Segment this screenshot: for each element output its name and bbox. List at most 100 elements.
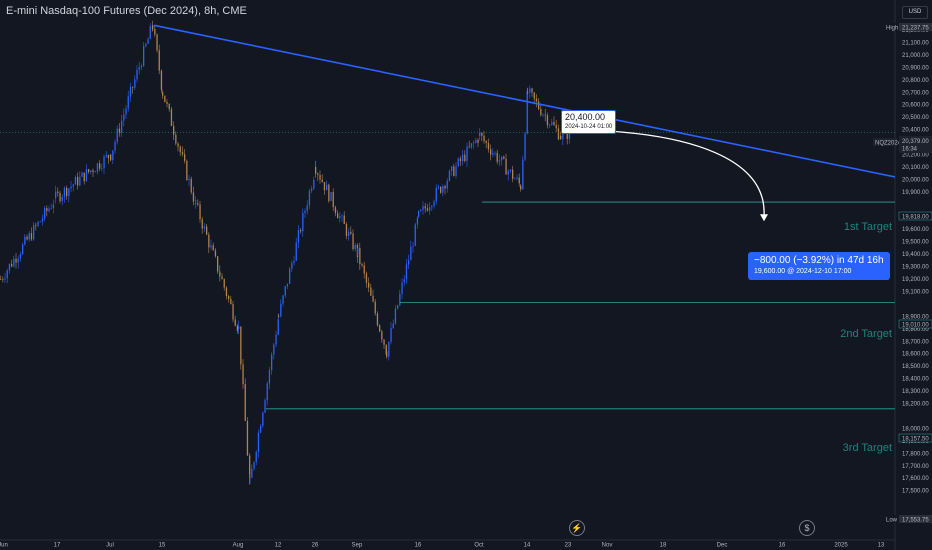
candle-body-245 <box>522 159 524 190</box>
candle-body-252 <box>535 98 538 102</box>
high-label: High <box>886 26 898 32</box>
level-tag-3 <box>898 433 932 443</box>
price-tick-26: 18,400.00 <box>902 377 929 383</box>
low-value: 17,553.75 <box>902 518 929 524</box>
candle-body-207 <box>440 186 442 193</box>
candle-body-210 <box>446 180 448 189</box>
time-tick-10: 14 <box>524 543 531 549</box>
candle-body-205 <box>435 187 437 202</box>
candle-body-39 <box>85 169 88 182</box>
currency-button[interactable]: USD <box>902 6 928 19</box>
time-tick-11: 23 <box>565 543 572 549</box>
candle-body-236 <box>503 156 505 159</box>
candle-body-107 <box>230 298 232 305</box>
candle-body-88 <box>190 178 192 193</box>
candle-body-31 <box>68 188 70 197</box>
candle-body-230 <box>490 149 492 155</box>
candle-body-15 <box>33 225 35 240</box>
high-value-tag <box>899 23 932 31</box>
bar-countdown: 16:34 <box>902 147 918 153</box>
projection-arrowhead <box>760 214 768 222</box>
price-tick-5: 20,700.00 <box>902 90 929 96</box>
candle-body-249 <box>529 88 531 93</box>
candle-body-73 <box>158 50 160 71</box>
candle-body-158 <box>337 213 339 219</box>
dividend-icon[interactable]: $ <box>799 520 815 536</box>
symbol-label: NQZ2024 <box>875 141 902 147</box>
candle-body-58 <box>127 96 129 109</box>
candle-body-174 <box>370 287 372 296</box>
lightning-icon[interactable]: ⚡ <box>569 520 585 536</box>
candle-body-82 <box>177 143 179 147</box>
candle-body-92 <box>197 203 199 205</box>
descending-trendline[interactable] <box>153 24 896 178</box>
candle-body-152 <box>323 182 326 191</box>
price-marker-box[interactable]: 20,400.00 2024-10-24 01:00 <box>561 110 617 134</box>
high-tag-bg <box>884 23 897 31</box>
candle-body-24 <box>52 204 55 209</box>
candle-body-116 <box>249 455 251 483</box>
candle-body-141 <box>300 230 302 232</box>
candle-body-242 <box>516 177 518 179</box>
candle-body-157 <box>334 207 337 214</box>
candle-body-40 <box>88 169 90 173</box>
candle-body-17 <box>37 221 39 226</box>
projection-curve[interactable] <box>572 128 765 218</box>
candle-body-183 <box>388 341 390 357</box>
candle-body-119 <box>253 462 255 469</box>
candle-body-117 <box>249 477 251 484</box>
candle-body-19 <box>41 218 44 222</box>
candle-body-223 <box>475 139 477 143</box>
candle-body-91 <box>195 203 197 205</box>
candle-body-47 <box>103 156 105 169</box>
candle-body-16 <box>35 225 37 226</box>
candle-body-204 <box>433 201 435 207</box>
price-tick-16: 19,500.00 <box>902 240 929 246</box>
candle-body-155 <box>330 192 332 201</box>
candle-body-166 <box>354 245 356 250</box>
candle-body-203 <box>431 206 433 208</box>
candle-body-262 <box>557 128 560 140</box>
candle-body-97 <box>208 234 210 248</box>
current-price: 20,379.00 <box>902 139 929 145</box>
candle-body-7 <box>15 258 17 263</box>
symbol-tag <box>873 138 897 146</box>
candle-body-128 <box>273 344 275 355</box>
candle-body-219 <box>466 146 468 161</box>
candle-body-201 <box>426 208 429 211</box>
candle-body-32 <box>70 186 72 189</box>
level-value-3: 18,157.50 <box>902 437 929 443</box>
time-tick-2: Jul <box>106 543 114 549</box>
projection-callout[interactable]: −800.00 (−3.92%) in 47d 16h 19,600.00 @ … <box>748 252 890 280</box>
candle-body-89 <box>192 192 195 202</box>
candle-body-127 <box>271 354 273 371</box>
candle-body-164 <box>350 231 352 234</box>
price-axis-ticks: 21,200.0021,100.0021,000.0020,900.0020,8… <box>902 28 929 495</box>
candle-body-244 <box>520 185 522 190</box>
candles-layer <box>0 20 571 485</box>
time-tick-4: Aug <box>233 543 244 549</box>
low-value-tag <box>899 515 932 523</box>
candle-body-25 <box>55 191 57 199</box>
price-tick-22: 18,800.00 <box>902 327 929 333</box>
candle-body-246 <box>524 133 526 160</box>
candle-body-197 <box>418 211 420 217</box>
candle-body-187 <box>397 305 399 309</box>
candle-body-8 <box>17 258 19 263</box>
candle-body-78 <box>168 103 170 110</box>
candle-body-145 <box>308 190 311 206</box>
candle-body-129 <box>275 334 277 345</box>
candle-body-46 <box>101 168 103 169</box>
candle-body-72 <box>156 34 158 51</box>
candle-body-136 <box>289 268 291 284</box>
candle-body-36 <box>79 176 81 186</box>
price-tick-28: 18,200.00 <box>902 402 929 408</box>
candle-body-67 <box>147 39 149 44</box>
time-tick-15: 16 <box>779 543 786 549</box>
candle-body-98 <box>210 245 212 248</box>
candle-body-85 <box>184 154 186 161</box>
candle-body-42 <box>92 170 94 173</box>
candle-body-156 <box>332 192 334 208</box>
projection-change: −800.00 (−3.92%) in 47d 16h <box>754 255 884 266</box>
